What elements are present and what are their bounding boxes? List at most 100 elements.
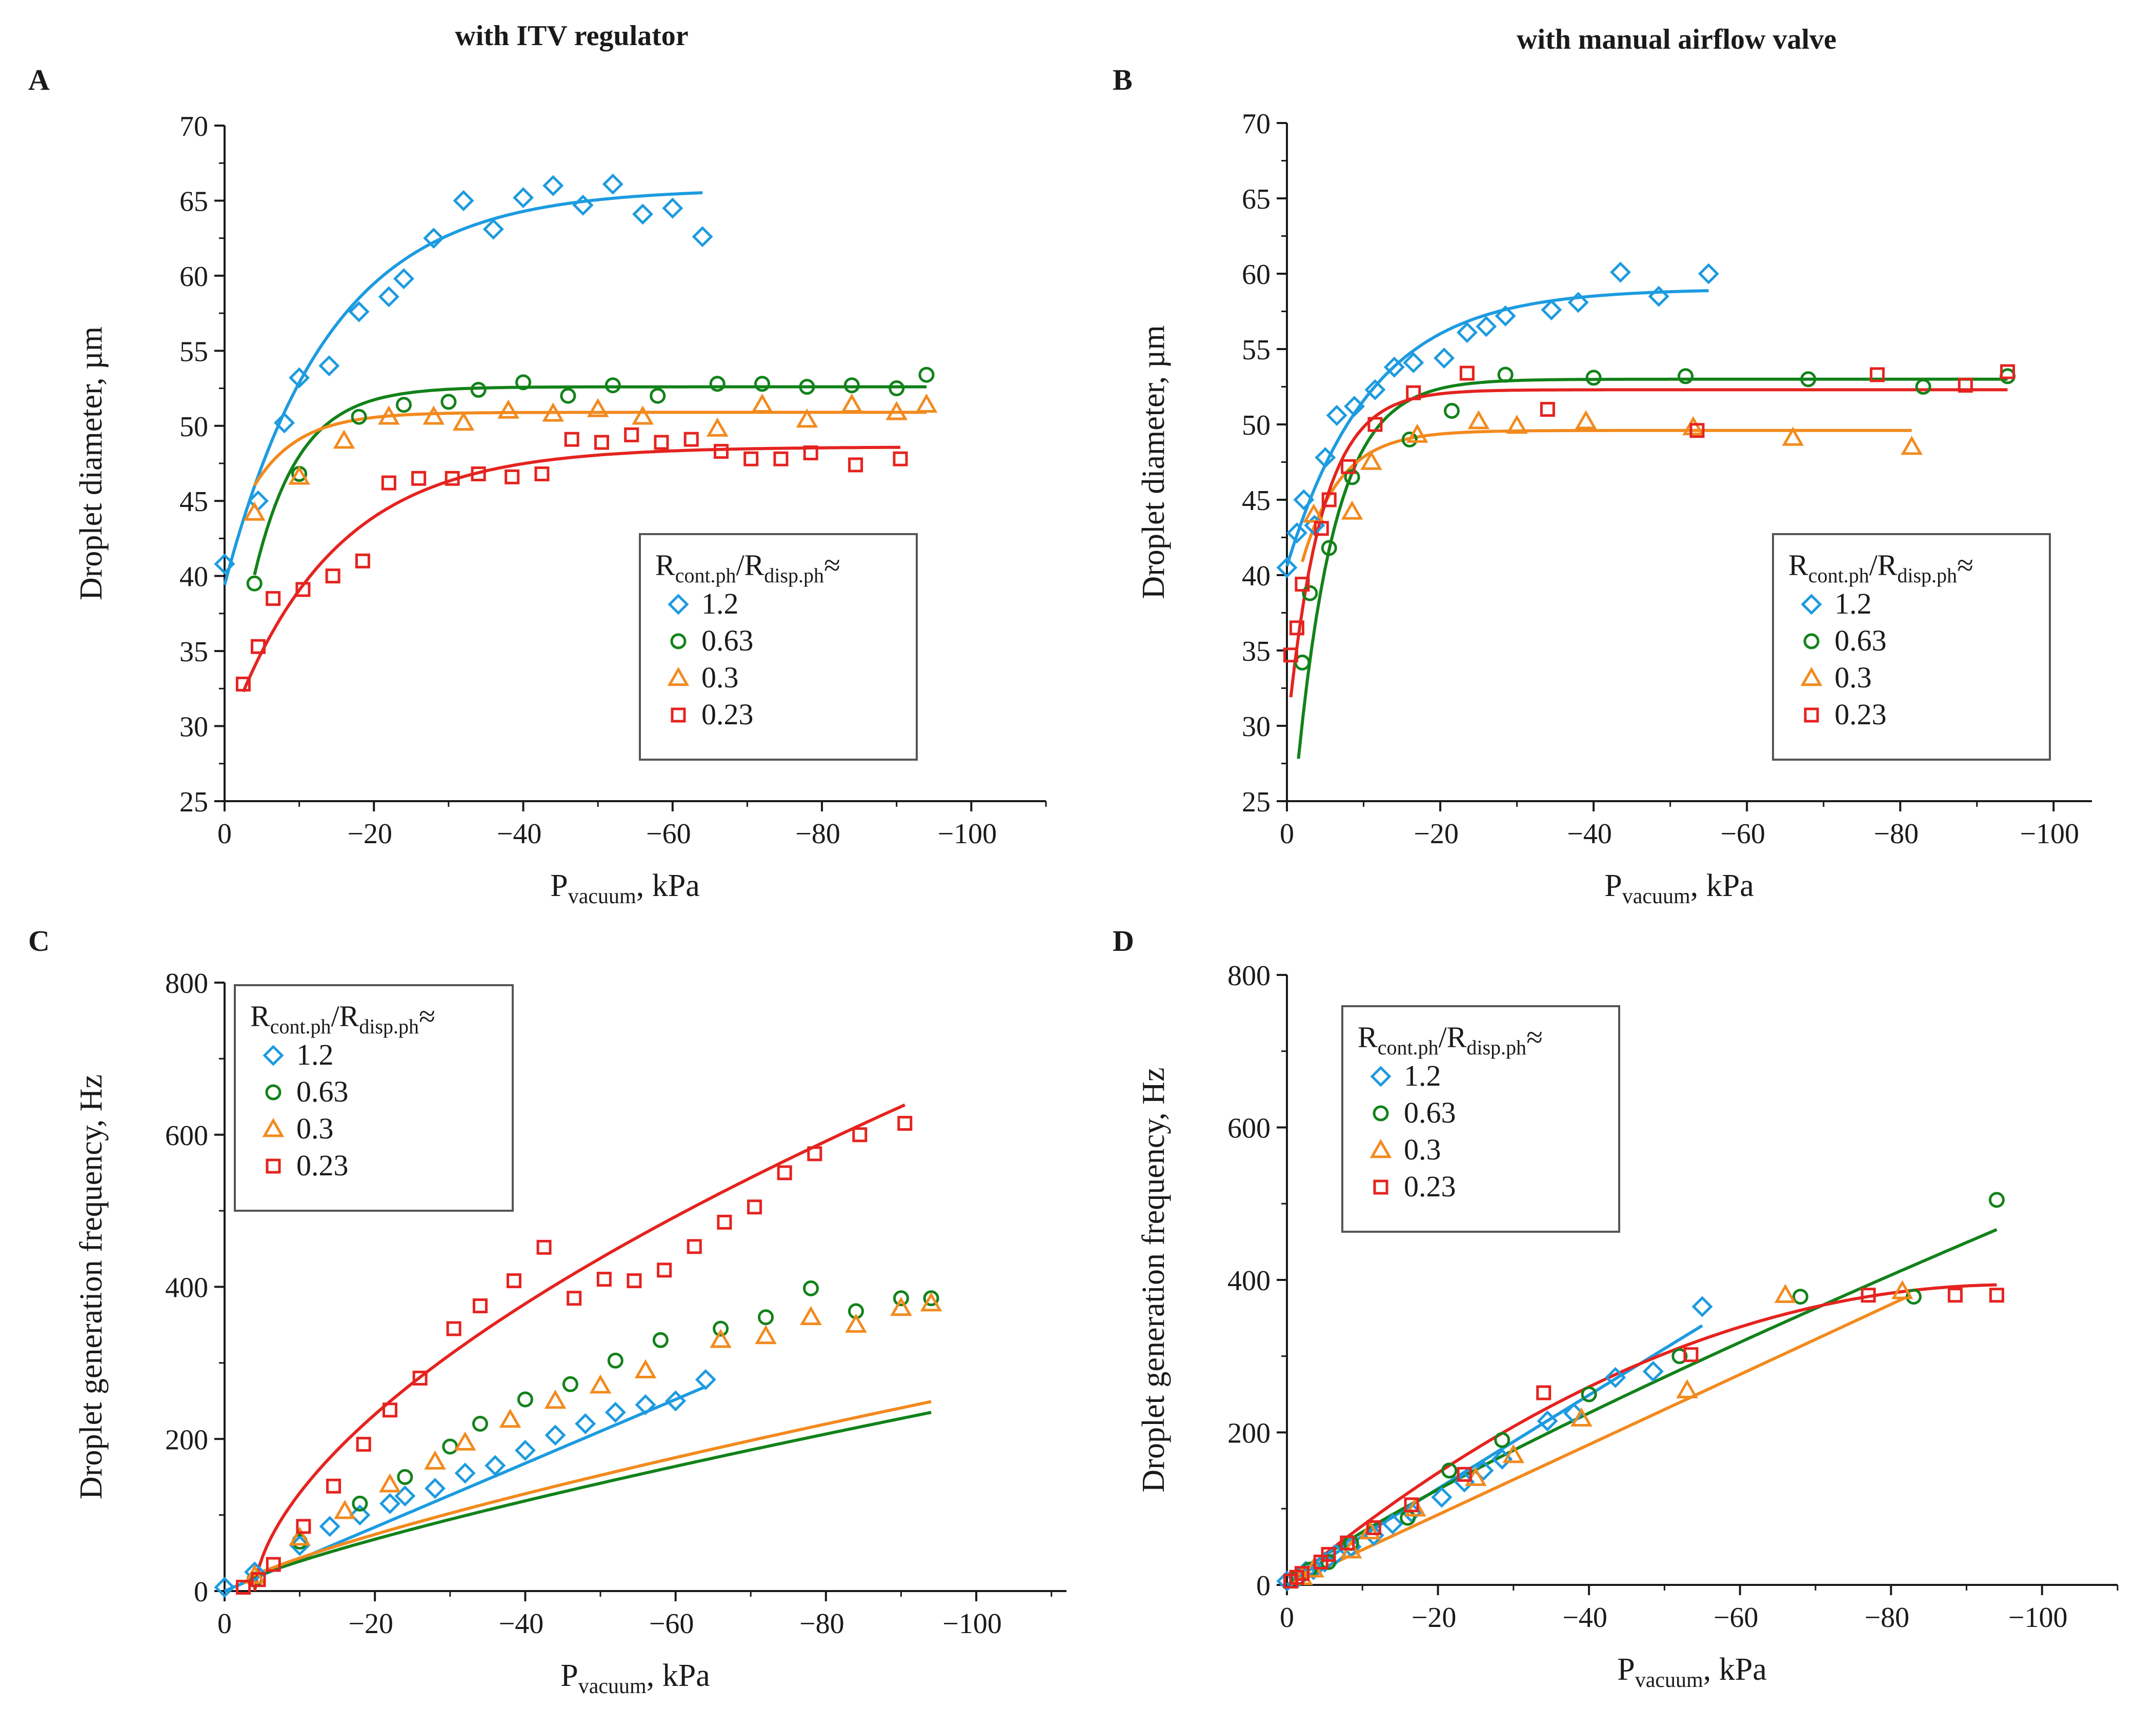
series-0_23 [1283,1288,2004,1589]
data-point [1958,378,1973,393]
x-tick-label: −40 [1567,818,1612,850]
data-point [777,1165,792,1180]
data-point [572,194,594,216]
data-point [214,553,235,575]
y-tick-label: 35 [179,636,208,668]
data-point [654,435,669,450]
legend-label: 1.2 [296,1038,334,1071]
data-point [1540,402,1555,417]
data-point [1340,1535,1355,1551]
data-point [1682,416,1704,436]
data-point [796,409,818,428]
x-tick-label: 0 [1280,1602,1294,1634]
data-point [318,355,340,377]
data-point [713,444,729,459]
x-tick-label: 0 [217,1608,232,1640]
data-point [1782,426,1804,446]
legend-marker-0_3 [1800,666,1823,686]
series-0_63 [1290,1192,2005,1585]
data-point [594,435,609,450]
legend-title-main: R [1788,548,1808,582]
y-tick-label: 30 [1242,711,1271,743]
x-axis-title-sub: vacuum [1635,1668,1703,1692]
legend-title-main: R [1358,1021,1378,1054]
data-point [1431,1486,1453,1508]
legend-marker-0_3 [262,1117,285,1137]
legend-label: 0.3 [296,1112,334,1145]
data-point [1989,1288,2004,1303]
data-point [517,1391,533,1408]
series-1_2 [1276,1296,1713,1592]
legend-marker-1_2 [263,1045,284,1066]
data-point [2000,364,2016,379]
x-tick-label: −20 [347,818,392,850]
data-point [1326,404,1347,426]
data-point [1286,522,1307,544]
legend-marker-0_63 [1373,1105,1389,1122]
data-point [1774,1284,1797,1303]
y-tick-label: 60 [179,261,208,293]
data-point [454,1462,476,1484]
legend-marker-0_63 [670,633,687,649]
data-point [1344,396,1365,417]
legend-box [1772,533,2051,761]
data-point [1441,1462,1458,1479]
data-point [471,466,486,482]
data-point [411,471,427,486]
x-axis-title-main: P [560,1658,578,1693]
data-point [918,366,935,383]
data-point [845,1313,867,1333]
data-point [235,677,251,692]
data-point [807,1146,822,1162]
data-point [889,380,905,397]
data-point [1294,1566,1309,1581]
data-point [624,427,639,442]
legend-label: 0.3 [701,661,739,694]
y-tick-label: 30 [179,711,208,743]
data-point [1642,1360,1664,1382]
y-tick-label: 50 [179,411,208,443]
data-point [2000,368,2016,384]
data-point [445,471,460,486]
data-point [1671,1348,1688,1364]
fit-curve-1_2 [1285,289,1709,567]
data-point [1691,1296,1713,1317]
data-point [1648,286,1669,307]
data-point [1537,1410,1558,1432]
data-point [923,1290,939,1307]
legend-marker-0_23 [1804,707,1819,723]
x-axis-title-unit: , kPa [647,1658,710,1693]
data-point [485,1455,506,1476]
y-tick-label: 35 [1242,636,1271,667]
legend-label: 1.2 [701,587,739,620]
data-point [379,1473,401,1493]
x-axis-title-main: P [1617,1652,1635,1687]
data-point [423,228,445,249]
fit-curve-0_63 [246,1411,932,1581]
data-point [803,1280,819,1296]
series-0_63 [1294,366,2016,671]
data-point [1406,423,1428,443]
data-point [773,451,789,466]
legend-label: 0.63 [701,624,754,657]
legend-marker-0_23 [266,1158,281,1174]
data-point [1567,292,1589,313]
legend-label: 0.63 [1835,624,1887,657]
data-point [843,377,860,394]
data-point [440,394,457,410]
data-point [1494,1432,1510,1448]
data-point [920,1292,942,1312]
series-0_3 [1303,410,1923,523]
legend-title-end: ≈ [1526,1021,1543,1054]
data-point [634,1359,657,1378]
data-point [589,1374,612,1394]
data-point [652,1332,669,1348]
data-point [497,399,519,419]
data-point [333,430,355,449]
legend-marker-0_23 [1373,1179,1388,1195]
legend-label: 1.2 [1835,587,1872,620]
data-point [1406,385,1421,400]
legend: Rcont.ph/Rdisp.ph≈1.2 0.63 0.3 0.23 [234,984,514,1212]
column-title-manual: with manual airflow valve [1517,24,1837,55]
